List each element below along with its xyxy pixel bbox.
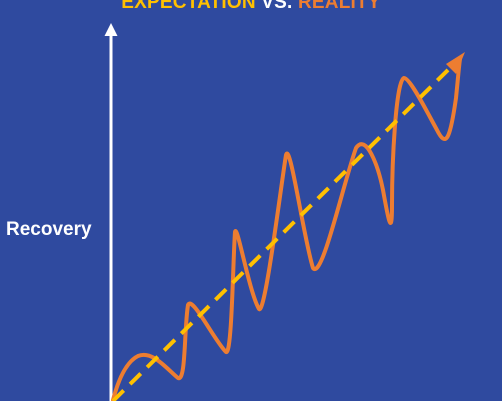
expectation-line: [111, 64, 454, 401]
y-axis-arrowhead: [104, 23, 118, 36]
expectation-arrowhead: [446, 52, 465, 74]
reality-line: [111, 57, 462, 401]
title-expectation: EXPECTATION: [121, 0, 256, 13]
diagram-title: EXPECTATION VS. REALITY: [0, 0, 502, 14]
title-vs: VS.: [255, 0, 298, 13]
y-axis-label: Recovery: [6, 219, 92, 240]
title-reality: REALITY: [298, 0, 381, 13]
